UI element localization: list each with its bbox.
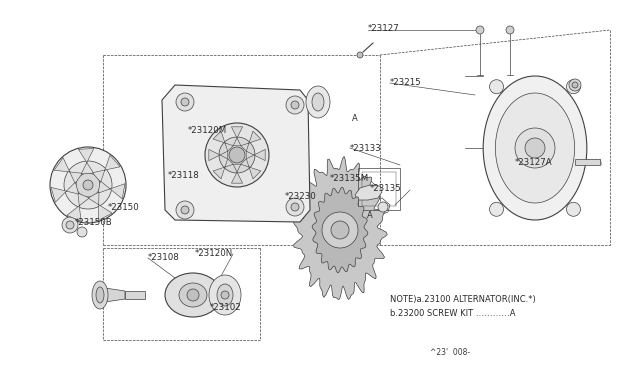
Polygon shape xyxy=(241,159,261,179)
Text: *23135M: *23135M xyxy=(330,173,369,183)
Circle shape xyxy=(176,93,194,111)
Circle shape xyxy=(176,201,194,219)
Text: *23120N: *23120N xyxy=(195,248,233,257)
Ellipse shape xyxy=(92,281,108,309)
Polygon shape xyxy=(162,85,310,222)
Polygon shape xyxy=(232,164,243,183)
Text: ^23'  008-: ^23' 008- xyxy=(430,348,470,357)
Text: *23135: *23135 xyxy=(370,183,402,192)
Circle shape xyxy=(229,147,245,163)
Text: *23108: *23108 xyxy=(148,253,180,263)
Circle shape xyxy=(66,221,74,229)
Circle shape xyxy=(357,52,363,58)
Circle shape xyxy=(569,79,581,91)
Circle shape xyxy=(62,217,78,233)
Polygon shape xyxy=(67,193,90,221)
Polygon shape xyxy=(92,155,120,182)
Circle shape xyxy=(181,206,189,214)
Polygon shape xyxy=(293,156,387,299)
Polygon shape xyxy=(51,182,79,202)
Circle shape xyxy=(286,198,304,216)
Ellipse shape xyxy=(306,86,330,118)
Circle shape xyxy=(476,26,484,34)
Text: *23127: *23127 xyxy=(368,23,400,32)
Circle shape xyxy=(525,138,545,158)
Ellipse shape xyxy=(483,76,587,220)
Circle shape xyxy=(291,101,299,109)
Circle shape xyxy=(322,212,358,248)
Polygon shape xyxy=(79,148,94,174)
Text: b.23200 SCREW KIT …………A: b.23200 SCREW KIT …………A xyxy=(390,309,515,318)
Polygon shape xyxy=(105,288,125,302)
Polygon shape xyxy=(575,159,600,165)
Circle shape xyxy=(291,203,299,211)
Circle shape xyxy=(219,137,255,173)
Circle shape xyxy=(378,202,388,212)
Circle shape xyxy=(50,147,126,223)
Ellipse shape xyxy=(217,284,233,306)
Polygon shape xyxy=(355,185,382,200)
Circle shape xyxy=(64,161,112,209)
Text: A: A xyxy=(367,211,373,219)
Circle shape xyxy=(205,123,269,187)
Text: *23118: *23118 xyxy=(168,170,200,180)
Polygon shape xyxy=(54,158,83,183)
Circle shape xyxy=(566,202,580,216)
Text: *23150: *23150 xyxy=(108,202,140,212)
Text: *23102: *23102 xyxy=(210,304,242,312)
Ellipse shape xyxy=(96,287,104,303)
Polygon shape xyxy=(232,127,243,146)
Text: NOTE)a.23100 ALTERNATOR(INC.*): NOTE)a.23100 ALTERNATOR(INC.*) xyxy=(390,295,536,304)
Circle shape xyxy=(77,227,87,237)
Polygon shape xyxy=(125,291,145,299)
Circle shape xyxy=(76,173,100,197)
Polygon shape xyxy=(88,192,112,221)
Circle shape xyxy=(181,98,189,106)
Circle shape xyxy=(490,202,504,216)
Circle shape xyxy=(490,80,504,94)
Text: *23127A: *23127A xyxy=(515,157,552,167)
Text: *23215: *23215 xyxy=(390,77,422,87)
Text: *23120M: *23120M xyxy=(188,125,227,135)
Polygon shape xyxy=(213,131,233,151)
Circle shape xyxy=(572,82,578,88)
Ellipse shape xyxy=(495,93,575,203)
Polygon shape xyxy=(246,150,265,161)
Text: *23150B: *23150B xyxy=(75,218,113,227)
Polygon shape xyxy=(209,150,228,161)
Ellipse shape xyxy=(312,93,324,111)
Circle shape xyxy=(83,180,93,190)
Polygon shape xyxy=(98,181,125,199)
Polygon shape xyxy=(312,187,368,273)
Ellipse shape xyxy=(179,283,207,307)
Ellipse shape xyxy=(209,275,241,315)
Polygon shape xyxy=(213,159,233,179)
Circle shape xyxy=(506,26,514,34)
Text: A: A xyxy=(352,113,358,122)
Polygon shape xyxy=(241,131,261,151)
Circle shape xyxy=(331,221,349,239)
Circle shape xyxy=(515,128,555,168)
Text: *23230: *23230 xyxy=(285,192,317,201)
Circle shape xyxy=(286,96,304,114)
Circle shape xyxy=(187,289,199,301)
Circle shape xyxy=(221,291,229,299)
Circle shape xyxy=(566,80,580,94)
Ellipse shape xyxy=(165,273,221,317)
Text: *23133: *23133 xyxy=(350,144,381,153)
